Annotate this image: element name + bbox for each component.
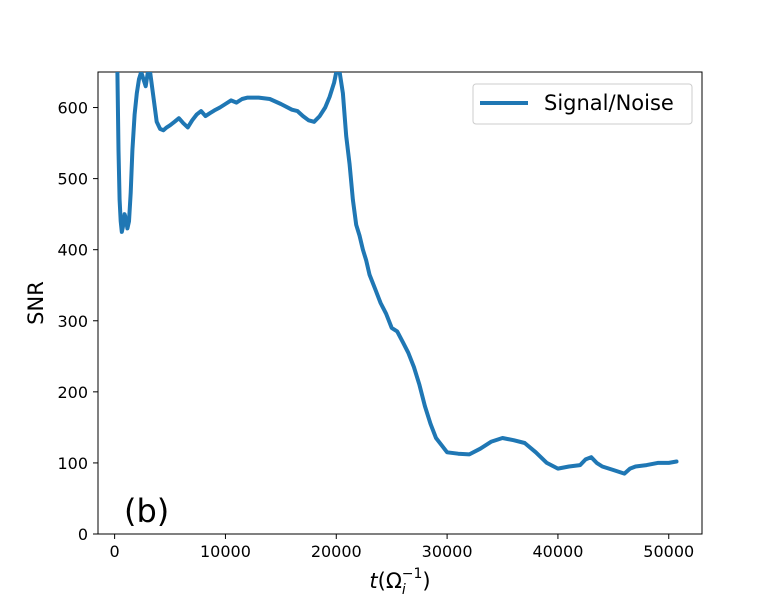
y-axis-label: SNR (24, 281, 48, 325)
legend-box (472, 83, 693, 125)
y-tick-label: 300 (57, 312, 88, 331)
y-tick-label: 200 (57, 383, 88, 402)
x-tick-label: 0 (110, 542, 120, 561)
plot-frame (97, 71, 703, 535)
x-axis-label-open: ( (378, 569, 386, 593)
y-tick-label: 100 (57, 454, 88, 473)
x-axis-label-symbol: Ω (386, 569, 402, 593)
panel-label: (b) (124, 492, 169, 530)
y-tick-label: 500 (57, 170, 88, 189)
x-axis-label-superscript: −1 (402, 566, 423, 582)
x-tick-label: 20000 (311, 542, 362, 561)
y-tick-label: 400 (57, 241, 88, 260)
series-layer (115, 72, 679, 476)
y-tick-label: 600 (57, 99, 88, 118)
x-tick-label: 50000 (643, 542, 694, 561)
x-axis-label: t(Ωi−1) (369, 566, 430, 598)
x-tick-label: 30000 (422, 542, 473, 561)
x-axis-label-close: ) (422, 569, 430, 593)
x-axis-label-variable: t (369, 569, 378, 593)
x-tick-label: 10000 (200, 542, 251, 561)
x-axis-label-subscript: i (402, 582, 406, 598)
legend-label: Signal/Noise (544, 91, 674, 115)
series-line (115, 72, 679, 476)
x-tick-label: 40000 (532, 542, 583, 561)
legend: Signal/Noise (472, 83, 693, 125)
ticks: 0 10000 20000 30000 40000 50000 0 100 200 300 400 5… (57, 99, 694, 561)
y-tick-label: 0 (78, 525, 88, 544)
